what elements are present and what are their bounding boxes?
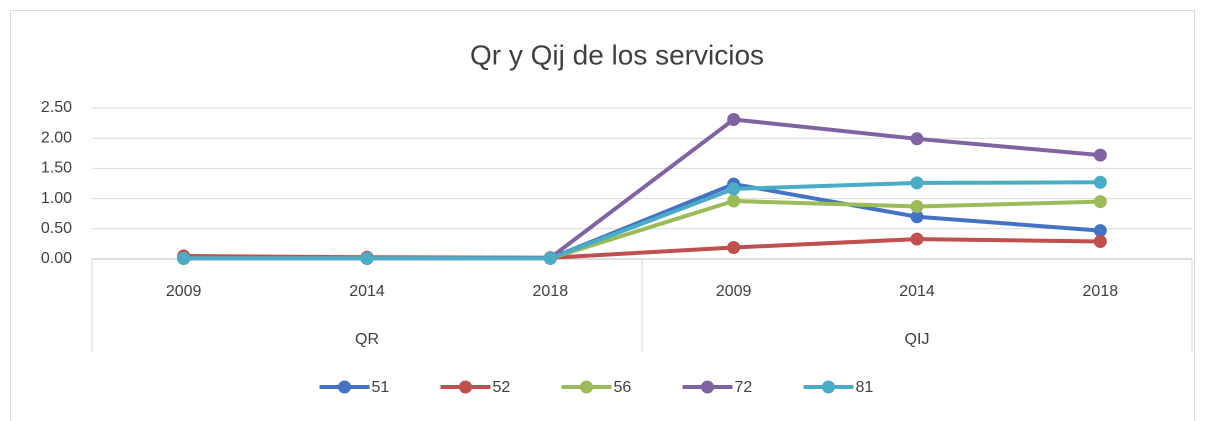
legend-label: 81: [856, 379, 874, 396]
legend-marker: [459, 380, 472, 394]
chart-border: [10, 10, 1195, 421]
x-tick-label: 2018: [1083, 283, 1119, 300]
x-tick-label: 2018: [533, 283, 569, 300]
y-tick-label: 2.50: [41, 99, 72, 116]
data-point: [1093, 234, 1107, 248]
legend-label: 52: [493, 379, 511, 396]
y-tick-label: 0.50: [41, 220, 72, 237]
data-point: [910, 232, 924, 246]
data-point: [727, 112, 741, 126]
x-tick-label: 2009: [716, 283, 752, 300]
y-tick-label: 0.00: [41, 250, 72, 267]
x-tick-label: 2009: [166, 283, 202, 300]
data-point: [727, 182, 741, 196]
x-tick-label: 2014: [349, 283, 385, 300]
data-point: [360, 251, 374, 265]
legend-label: 51: [372, 379, 390, 396]
data-point: [543, 251, 557, 265]
data-point: [727, 194, 741, 208]
data-point: [1093, 224, 1107, 238]
legend-label: 56: [614, 379, 632, 396]
legend-marker: [822, 380, 835, 394]
data-point: [910, 132, 924, 146]
data-point: [1093, 175, 1107, 189]
x-tick-label: 2014: [899, 283, 935, 300]
legend-marker: [580, 380, 593, 394]
data-point: [727, 241, 741, 255]
legend-marker: [338, 380, 351, 394]
group-label: QIJ: [905, 331, 930, 348]
legend-label: 72: [735, 379, 753, 396]
y-tick-label: 1.50: [41, 160, 72, 177]
series-line: [181, 180, 1103, 261]
data-point: [910, 176, 924, 190]
y-tick-label: 2.00: [41, 129, 72, 146]
data-point: [910, 199, 924, 213]
data-point: [177, 251, 191, 265]
legend-marker: [701, 380, 714, 394]
data-point: [1093, 195, 1107, 209]
data-point: [1093, 148, 1107, 162]
data-point: [910, 210, 924, 224]
y-tick-label: 1.00: [41, 190, 72, 207]
group-label: QR: [355, 331, 379, 348]
chart-title: Qr y Qij de los servicios: [470, 39, 764, 70]
